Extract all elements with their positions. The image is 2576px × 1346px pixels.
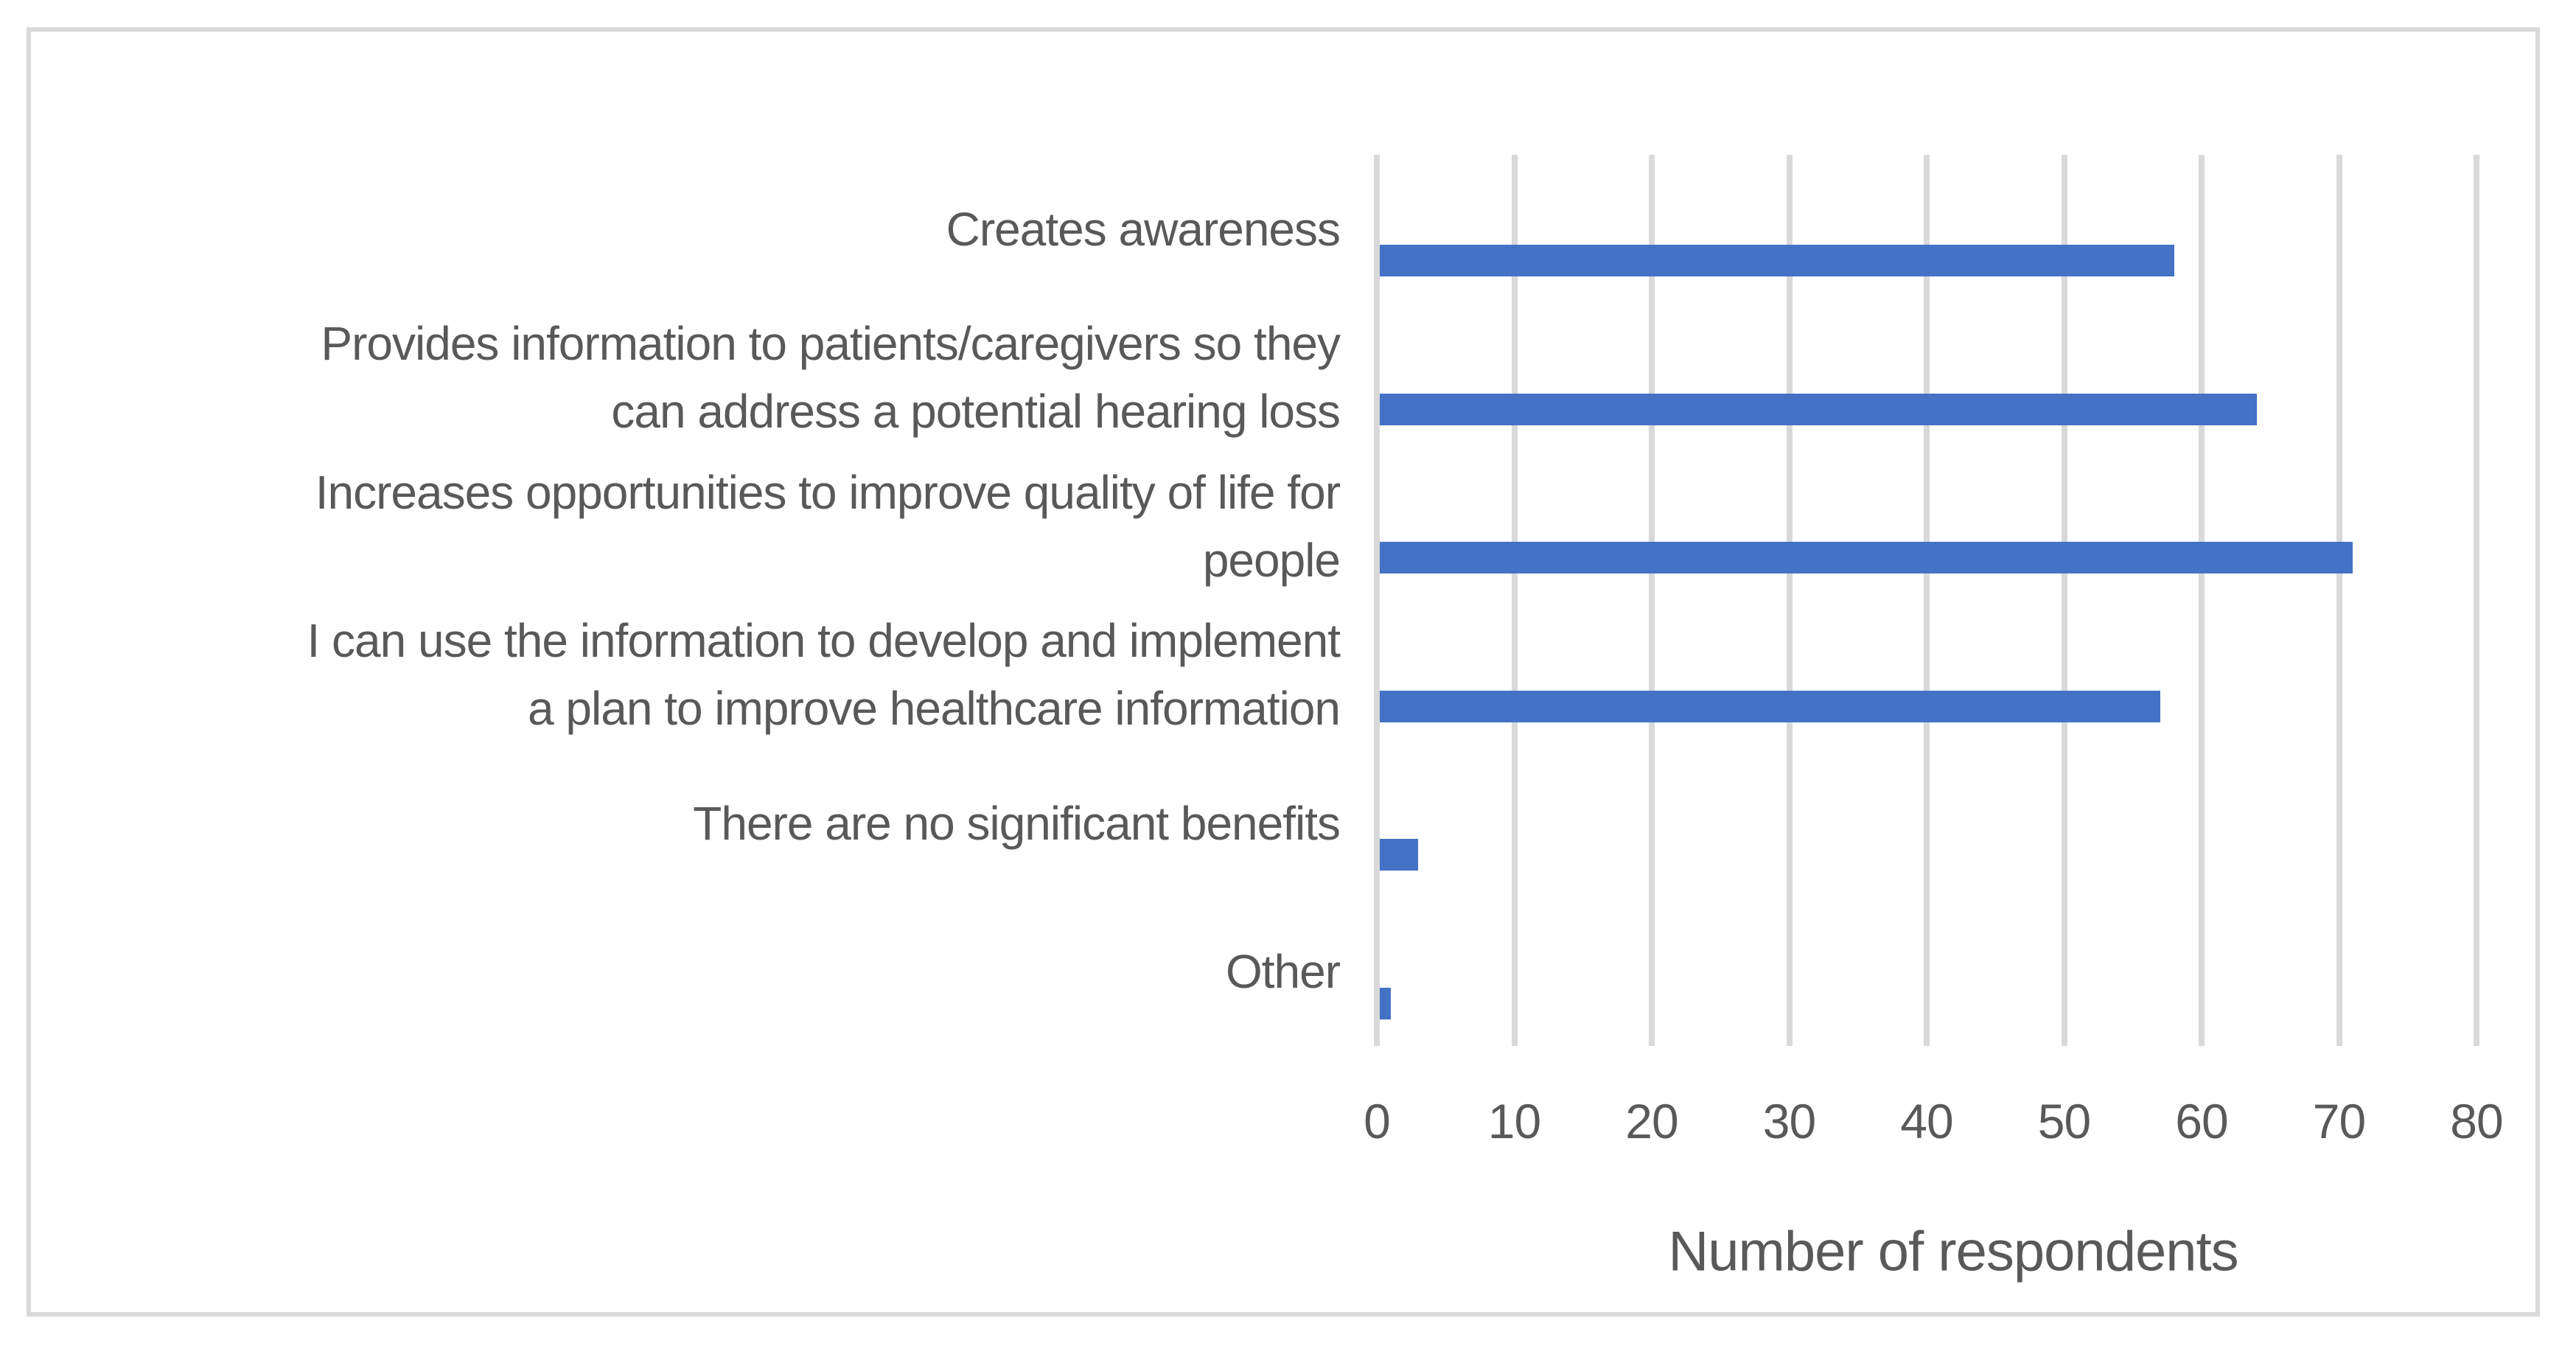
- category-label: Provides information to patients/caregiv…: [75, 304, 1341, 453]
- category-label-line: Creates awareness: [946, 202, 1341, 256]
- x-axis-tick-label: 30: [1762, 1094, 1816, 1148]
- gridline: [1786, 155, 1793, 1046]
- bar: [1380, 690, 2161, 722]
- category-label: Creates awareness: [75, 155, 1341, 304]
- category-label: There are no significant benefits: [75, 749, 1341, 898]
- category-label-line: There are no significant benefits: [693, 796, 1341, 850]
- category-label-line: Increases opportunities to improve quali…: [315, 465, 1341, 519]
- gridline: [2474, 155, 2479, 1046]
- gridline: [2061, 155, 2067, 1046]
- category-label: Increases opportunities to improve quali…: [75, 452, 1341, 601]
- category-label-line: a plan to improve healthcare information: [528, 682, 1341, 736]
- gridline: [1649, 155, 1655, 1046]
- category-label-line: Other: [1225, 945, 1341, 999]
- gridline: [2336, 155, 2342, 1046]
- gridline: [2199, 155, 2205, 1046]
- category-label: I can use the information to develop and…: [75, 601, 1341, 750]
- x-axis-tick-label: 20: [1625, 1094, 1678, 1148]
- category-label-line: people: [1202, 533, 1341, 587]
- chart-frame: Number of respondents 0 10 20 30 40 50 60 70 80 C…: [27, 27, 2540, 1317]
- x-axis-tick-label: 50: [2037, 1094, 2091, 1148]
- bar: [1380, 393, 2257, 425]
- gridline: [1924, 155, 1930, 1046]
- x-axis-tick-label: 10: [1487, 1094, 1541, 1148]
- gridline: [1374, 155, 1380, 1046]
- category-label-line: I can use the information to develop and…: [307, 614, 1341, 668]
- x-axis-title: Number of respondents: [1668, 1220, 2238, 1283]
- x-axis-tick-label: 0: [1364, 1094, 1391, 1148]
- x-axis-tick-label: 40: [1900, 1094, 1953, 1148]
- category-label-line: can address a potential hearing loss: [611, 385, 1341, 439]
- x-axis-tick-label: 70: [2312, 1094, 2366, 1148]
- bar: [1380, 245, 2174, 276]
- x-axis-tick-label: 60: [2175, 1094, 2228, 1148]
- bar: [1380, 839, 1418, 871]
- bar: [1380, 987, 1391, 1019]
- x-axis-tick-label: 80: [2450, 1094, 2503, 1148]
- bar: [1380, 542, 2353, 573]
- category-label: Other: [75, 898, 1341, 1047]
- category-label-line: Provides information to patients/caregiv…: [321, 317, 1341, 371]
- gridline: [1511, 155, 1518, 1046]
